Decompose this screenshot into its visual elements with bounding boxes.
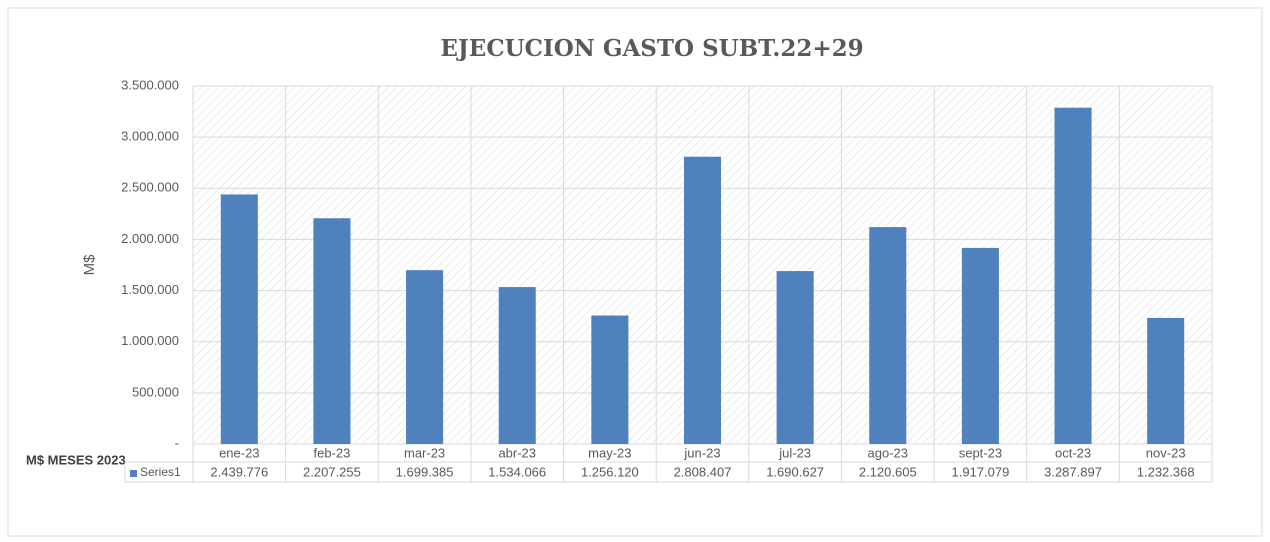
y-tick-label: 1.000.000 (121, 333, 179, 348)
x-tick-label: feb-23 (314, 445, 351, 460)
bar (313, 218, 351, 444)
x-tick-label: jul-23 (778, 445, 811, 460)
bar (1147, 317, 1185, 444)
x-tick-label: mar-23 (404, 445, 445, 460)
bar (683, 156, 722, 444)
x-tick-label: may-23 (588, 445, 631, 460)
y-tick-label: 2.000.000 (121, 231, 179, 246)
bar (1054, 107, 1092, 445)
value-label: 1.534.066 (488, 464, 546, 479)
bar (961, 247, 999, 444)
y-tick-label: - (175, 435, 179, 450)
y-tick-label: 3.000.000 (121, 129, 179, 144)
y-tick-label: 1.500.000 (121, 282, 179, 297)
legend-key (130, 470, 137, 477)
x-tick-label: ago-23 (868, 445, 908, 460)
value-label: 1.699.385 (396, 464, 454, 479)
x-tick-label: oct-23 (1055, 445, 1091, 460)
value-label: 2.439.776 (210, 464, 268, 479)
value-label: 2.207.255 (303, 464, 361, 479)
bar (869, 227, 907, 444)
x-axis-label: M$ MESES 2023 (26, 452, 126, 467)
x-tick-label: ene-23 (219, 445, 259, 460)
bar (406, 270, 444, 444)
x-tick-label: nov-23 (1146, 445, 1186, 460)
bar (776, 271, 814, 444)
x-tick-label: jun-23 (683, 445, 720, 460)
value-label: 1.690.627 (766, 464, 824, 479)
bar (591, 315, 629, 444)
y-tick-label: 3.500.000 (121, 77, 179, 92)
y-tick-label: 2.500.000 (121, 180, 179, 195)
legend-label: Series1 (140, 465, 181, 479)
bar (220, 194, 258, 444)
x-tick-label: sept-23 (959, 445, 1002, 460)
bar (498, 287, 536, 444)
y-axis-label: M$ (81, 254, 98, 275)
y-tick-label: 500.000 (132, 384, 179, 399)
value-label: 1.256.120 (581, 464, 639, 479)
value-label: 2.808.407 (674, 464, 732, 479)
chart-title: EJECUCION GASTO SUBT.22+29 (440, 35, 863, 62)
value-label: 2.120.605 (859, 464, 917, 479)
x-tick-label: abr-23 (498, 445, 536, 460)
value-label: 3.287.897 (1044, 464, 1102, 479)
value-label: 1.232.368 (1137, 464, 1195, 479)
value-label: 1.917.079 (951, 464, 1009, 479)
